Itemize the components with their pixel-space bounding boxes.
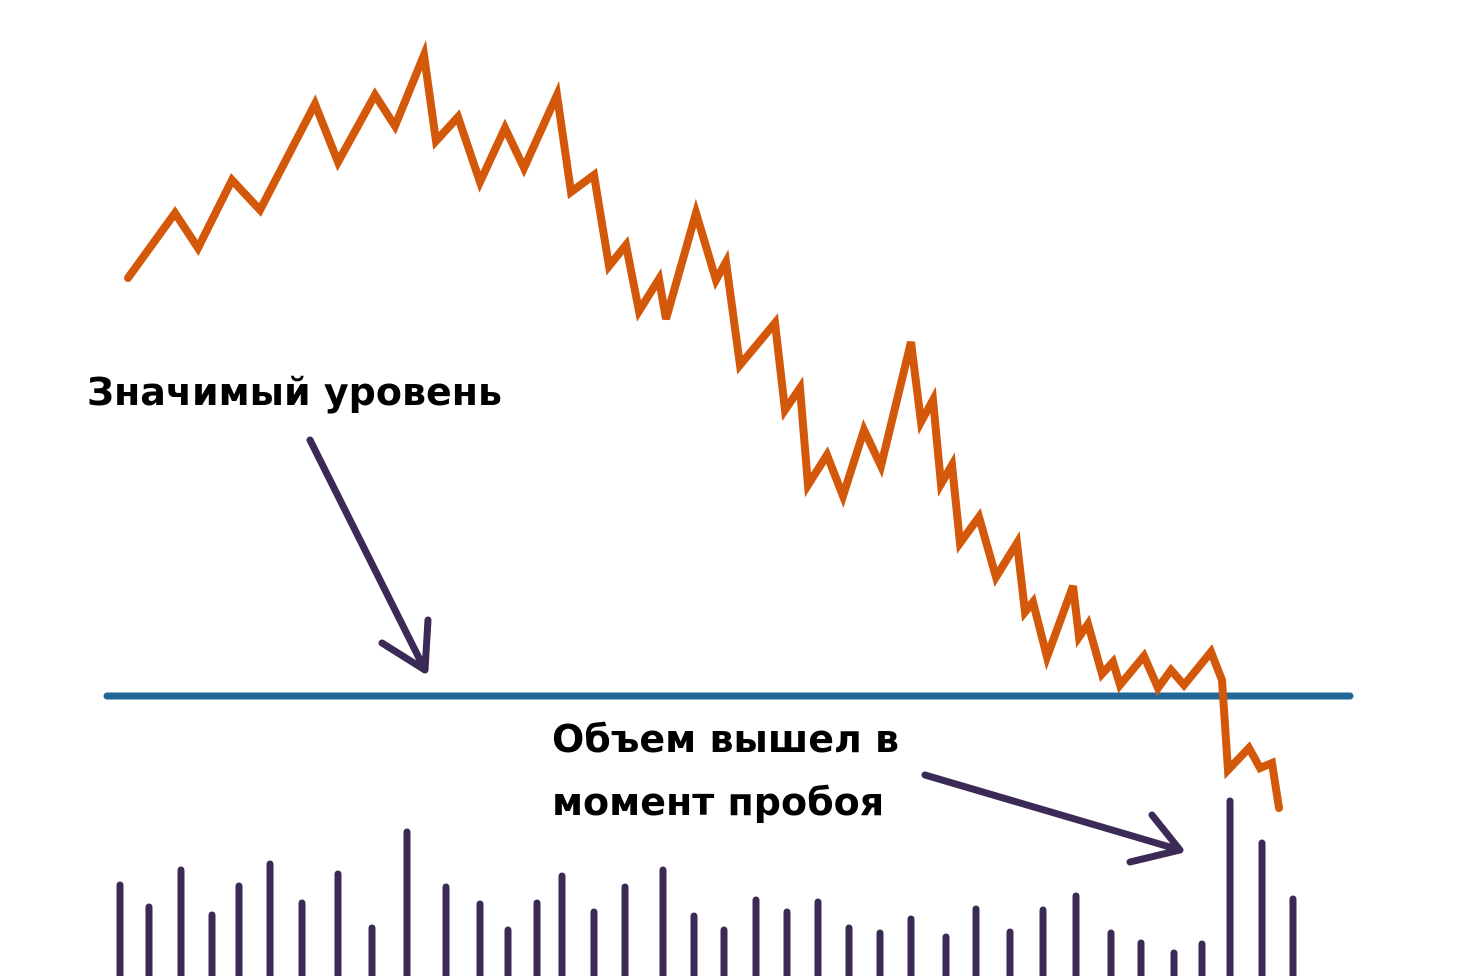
arrow xyxy=(921,771,1184,866)
annotation: момент пробоя xyxy=(552,780,884,824)
annotation: Значимый уровень xyxy=(87,370,502,414)
price-line xyxy=(124,39,1283,812)
arrow xyxy=(306,436,432,674)
annotation: Объем вышел в xyxy=(552,717,899,761)
